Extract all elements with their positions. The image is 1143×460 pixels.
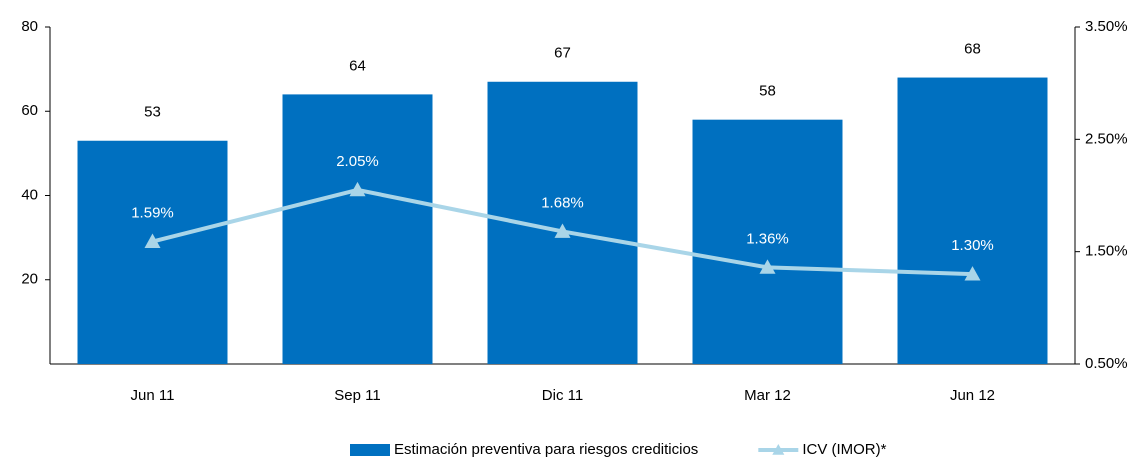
bar (282, 94, 433, 365)
line-marker (759, 259, 776, 274)
y-tick-label: 40 (21, 186, 38, 203)
line-label: 1.59% (131, 205, 174, 222)
line-label: 2.05% (336, 153, 379, 170)
bar (897, 77, 1048, 365)
line-marker (554, 223, 571, 238)
line-label: 1.68% (541, 194, 584, 211)
legend-label: Estimación preventiva para riesgos credi… (394, 441, 698, 458)
bar-label: 68 (964, 41, 981, 58)
legend-swatch (350, 444, 390, 456)
x-tick-label: Sep 11 (334, 387, 380, 404)
line-marker (349, 181, 366, 197)
y2-tick-label: 0.50% (1085, 355, 1128, 372)
legend-marker (772, 444, 785, 455)
line-marker (964, 266, 981, 281)
legend-label: ICV (IMOR)* (802, 441, 886, 458)
x-tick-label: Dic 11 (542, 387, 583, 404)
bar-label: 58 (759, 83, 776, 100)
bar (692, 119, 843, 364)
bar (77, 140, 228, 364)
line-marker (144, 233, 161, 248)
y-tick-label: 20 (21, 271, 38, 288)
line-label: 1.30% (951, 237, 994, 254)
bar-label: 53 (144, 104, 161, 121)
y2-tick-label: 1.50% (1085, 243, 1128, 260)
x-tick-label: Jun 12 (950, 387, 995, 404)
line-label: 1.36% (746, 230, 789, 247)
y-tick-label: 80 (21, 18, 38, 35)
bar-label: 64 (349, 57, 366, 74)
bar (487, 81, 638, 364)
x-tick-label: Mar 12 (744, 387, 791, 404)
x-tick-label: Jun 11 (131, 387, 175, 404)
bar-label: 67 (554, 45, 571, 62)
y2-tick-label: 2.50% (1085, 130, 1128, 147)
y-tick-label: 60 (21, 102, 38, 119)
y2-tick-label: 3.50% (1085, 18, 1128, 35)
